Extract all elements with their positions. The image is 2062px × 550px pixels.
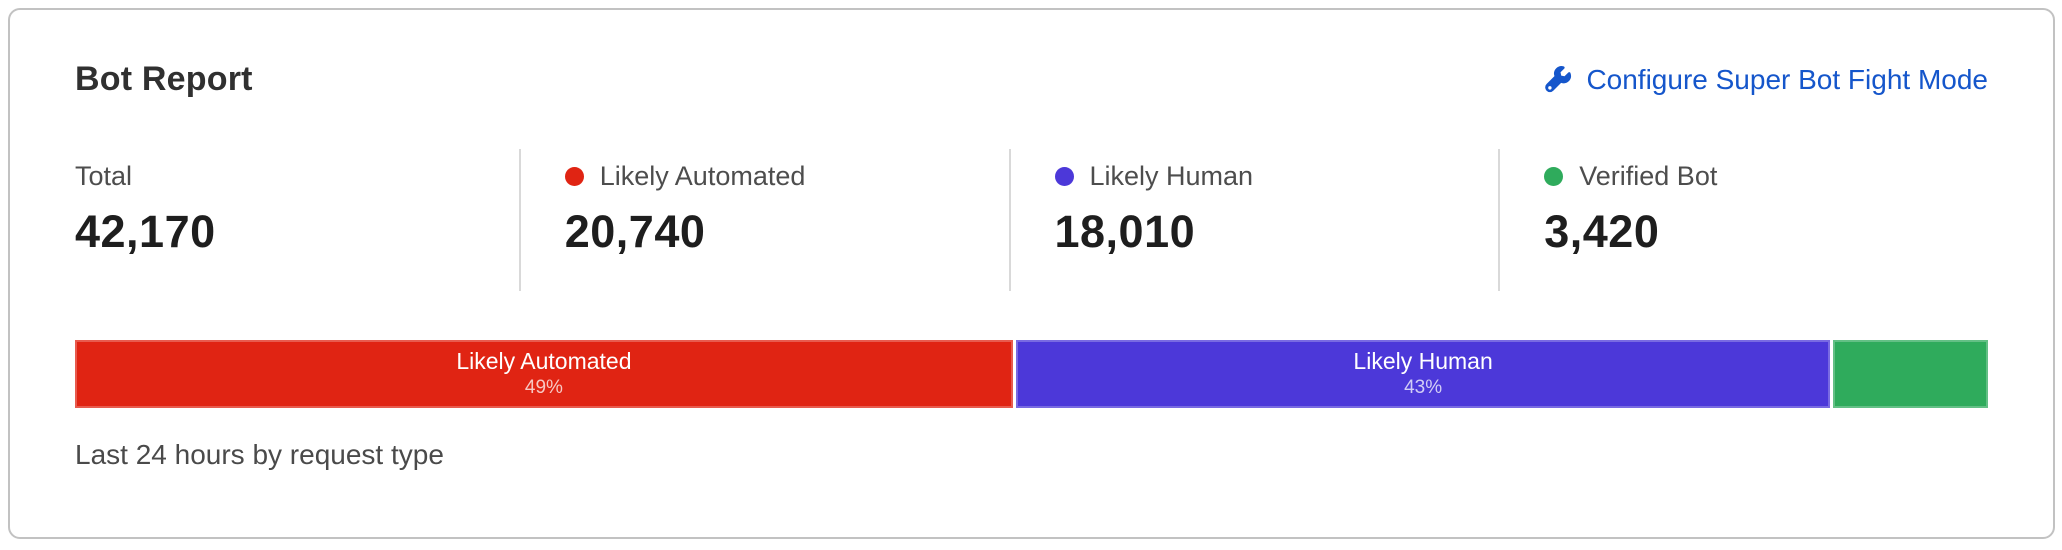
stat-label-row: Verified Bot xyxy=(1544,161,1988,192)
wrench-icon xyxy=(1544,65,1572,94)
bot-report-card: Bot Report Configure Super Bot Fight Mod… xyxy=(8,8,2055,539)
configure-super-bot-fight-mode-link[interactable]: Configure Super Bot Fight Mode xyxy=(1544,64,1988,96)
stat-value: 3,420 xyxy=(1544,206,1660,257)
stat-label: Likely Automated xyxy=(599,161,806,191)
card-header: Bot Report Configure Super Bot Fight Mod… xyxy=(75,60,1988,99)
stat-value: 18,010 xyxy=(1054,206,1196,257)
bar-segment-label: Likely Human xyxy=(1353,348,1493,375)
likely-human-dot-icon xyxy=(1054,167,1074,186)
stat-value: 20,740 xyxy=(564,206,706,257)
stat-verified-bot: Verified Bot 3,420 xyxy=(1498,149,1988,291)
stats-row: Total 42,170 Likely Automated 20,740 Likely … xyxy=(75,149,1988,291)
stat-label: Verified Bot xyxy=(1579,161,1718,191)
config-link-label: Configure Super Bot Fight Mode xyxy=(1586,63,1988,95)
bar-segment-label: Likely Automated xyxy=(456,348,632,375)
stat-likely-automated: Likely Automated 20,740 xyxy=(518,149,1009,291)
page-title: Bot Report xyxy=(75,60,253,98)
stat-label-row: Total xyxy=(75,161,519,192)
stat-total: Total 42,170 xyxy=(75,149,519,291)
bar-segment-percentage: 49% xyxy=(524,376,563,398)
bar-segment-likely-human: Likely Human 43% xyxy=(1015,340,1831,408)
stat-likely-human: Likely Human 18,010 xyxy=(1008,149,1499,291)
likely-automated-dot-icon xyxy=(564,167,584,186)
bar-segment-likely-automated: Likely Automated 49% xyxy=(75,340,1013,408)
stat-label-row: Likely Human xyxy=(1054,161,1499,192)
bar-segment-verified-bot xyxy=(1833,340,1988,408)
stat-label-row: Likely Automated xyxy=(564,161,1009,192)
bar-segment-percentage: 43% xyxy=(1404,376,1443,398)
stat-value: 42,170 xyxy=(75,206,216,257)
stacked-bar-chart: Likely Automated 49% Likely Human 43% xyxy=(75,340,1988,408)
stat-label: Likely Human xyxy=(1089,161,1254,191)
chart-caption: Last 24 hours by request type xyxy=(75,439,444,470)
stat-label: Total xyxy=(75,161,133,191)
verified-bot-dot-icon xyxy=(1544,167,1564,186)
